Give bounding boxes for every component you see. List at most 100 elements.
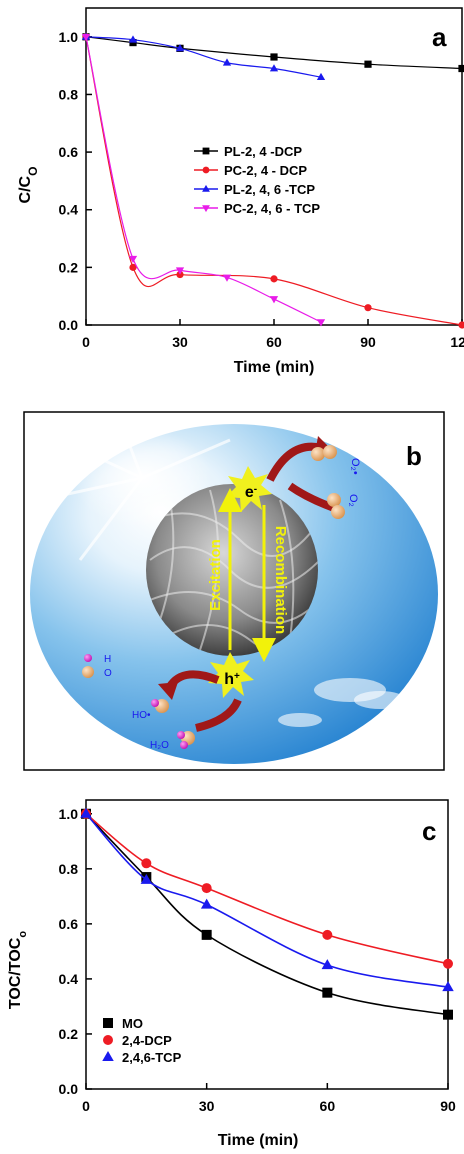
legend-item: PC-2, 4, 6 - TCP [194, 201, 320, 216]
data-point [201, 883, 212, 894]
data-point [443, 1009, 453, 1020]
hole-label: h+ [224, 671, 240, 689]
x-tick-label: 60 [320, 1098, 336, 1114]
hydroxyl-arrow-head [158, 682, 178, 700]
x-tick-label: 0 [82, 334, 90, 350]
legend-label: PL-2, 4 -DCP [224, 144, 302, 159]
degradation-chart: 0 30 60 90 120 0.0 0.2 0.4 0.6 0.8 1.0 a Time (min… [17, 7, 464, 376]
hydroxyl-molecule [151, 699, 169, 713]
recombination-label: Recombination [272, 526, 289, 634]
catalyst-sphere [146, 484, 318, 656]
legend-h-atom [84, 654, 92, 662]
legend-marker [202, 147, 210, 155]
x-axis-title: Time (min) [218, 1132, 299, 1149]
y-tick-label: 0.0 [59, 317, 79, 333]
legend-marker [103, 1035, 113, 1045]
hole-star [208, 652, 254, 698]
y-axis-title-sub: o [17, 931, 29, 938]
y-tick-label: 0.6 [59, 144, 79, 160]
data-point [322, 987, 333, 998]
legend-item: PL-2, 4, 6 -TCP [194, 182, 315, 197]
legend-label: MO [122, 1016, 143, 1031]
data-point [129, 38, 137, 47]
toc-chart: 0 30 60 90 0.0 0.2 0.4 0.6 0.8 1.0 c Time (min) T… [7, 799, 456, 1149]
water-molecule [177, 731, 195, 749]
data-point [270, 53, 278, 61]
legend-label: PL-2, 4, 6 -TCP [224, 182, 315, 197]
sun-rays [39, 419, 231, 561]
legend-label: PC-2, 4 - DCP [224, 163, 307, 178]
data-point [364, 60, 372, 68]
series-line [85, 813, 449, 988]
data-point [128, 255, 138, 264]
y-tick-label: 0.4 [59, 971, 79, 987]
data-point [140, 873, 153, 884]
hydroxyl-label: HO• [132, 710, 151, 721]
y-axis-title-main: TOC/TOC [7, 937, 24, 1009]
data-point [316, 72, 326, 81]
data-point [141, 858, 152, 869]
legend-o-atom [82, 666, 94, 678]
chart-legend: MO 2,4-DCP 2,4,6-TCP [102, 1016, 182, 1065]
data-point [458, 321, 464, 329]
oxygen-molecule [327, 493, 345, 519]
water-label: H₂O [150, 740, 169, 751]
legend-o-label: O [104, 668, 112, 679]
y-tick-label: 0.8 [59, 861, 79, 877]
x-axis-title: Time (min) [234, 359, 315, 376]
series-0 [81, 808, 453, 1020]
panel-label-b: b [406, 441, 422, 471]
data-point [316, 319, 326, 327]
data-point [176, 270, 184, 279]
toc-plot-area: 0 30 60 90 0.0 0.2 0.4 0.6 0.8 1.0 [59, 799, 456, 1114]
legend-item: 2,4,6-TCP [102, 1050, 182, 1065]
legend-label: 2,4,6-TCP [122, 1050, 182, 1065]
y-axis-title: C/CO [17, 167, 40, 204]
y-tick-label: 0.8 [59, 86, 79, 102]
y-axis-title-main: C/C [17, 175, 34, 203]
legend-marker [202, 205, 210, 213]
series-line [85, 813, 449, 1016]
chart-legend: PL-2, 4 -DCP PC-2, 4 - DCP PL-2, 4, 6 -TCP… [194, 144, 320, 216]
superoxide-molecule [311, 445, 337, 461]
data-point [80, 807, 92, 818]
y-axis-title: TOC/TOCo [7, 931, 29, 1009]
series-1 [81, 808, 453, 969]
data-point [200, 898, 213, 909]
data-point [458, 64, 464, 73]
y-tick-label: 1.0 [59, 29, 79, 45]
legend-label: PC-2, 4, 6 - TCP [224, 201, 320, 216]
data-point [81, 33, 91, 42]
x-tick-label: 30 [199, 1098, 215, 1114]
panel-label-a: a [432, 22, 447, 52]
series-2 [80, 807, 454, 992]
degradation-plot-area: 0 30 60 90 120 0.0 0.2 0.4 0.6 0.8 1.0 [59, 7, 464, 350]
x-tick-label: 0 [82, 1098, 90, 1114]
y-tick-label: 0.4 [59, 202, 79, 218]
data-point [175, 267, 185, 275]
legend-item: PC-2, 4 - DCP [194, 163, 307, 178]
data-point [322, 929, 333, 940]
oxygen-label: O₂ [347, 494, 359, 507]
data-point [269, 64, 279, 72]
data-point [129, 263, 137, 271]
data-point [364, 304, 372, 312]
y-tick-label: 0.6 [59, 916, 79, 932]
legend-h-label: H [104, 654, 111, 665]
data-point [442, 981, 454, 992]
x-tick-label: 90 [440, 1098, 456, 1114]
y-axis-title-sub: O [26, 167, 40, 176]
excitation-label: Excitation [207, 539, 224, 611]
data-point [222, 58, 232, 66]
photocatalysis-diagram: e- h+ Excitation Recombination O₂• O₂ HO… [23, 411, 445, 771]
x-tick-label: 30 [172, 334, 188, 350]
data-point [128, 35, 138, 43]
water-arrow [195, 698, 242, 732]
legend-item: PL-2, 4 -DCP [194, 144, 302, 159]
legend-marker [102, 1051, 114, 1061]
x-tick-label: 90 [360, 334, 376, 350]
series-line [85, 36, 322, 78]
y-tick-label: 1.0 [59, 806, 79, 822]
x-tick-label: 60 [266, 334, 282, 350]
legend-marker [202, 166, 210, 174]
